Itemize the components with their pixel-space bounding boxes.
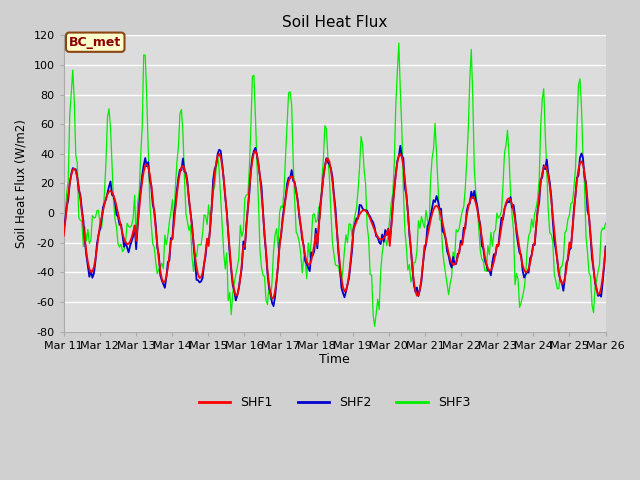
SHF3 bbox=[371, 324, 378, 329]
SHF2 bbox=[221, 194, 229, 200]
SHF3 bbox=[60, 205, 68, 211]
SHF3 bbox=[602, 220, 609, 226]
SHF1 bbox=[602, 245, 609, 251]
Line: SHF1: SHF1 bbox=[64, 151, 605, 299]
SHF2 bbox=[298, 236, 306, 242]
SHF2 bbox=[239, 239, 247, 244]
SHF2 bbox=[60, 226, 68, 232]
X-axis label: Time: Time bbox=[319, 353, 350, 366]
SHF2 bbox=[126, 243, 134, 249]
SHF1 bbox=[268, 296, 276, 301]
SHF3 bbox=[297, 251, 305, 256]
SHF1 bbox=[575, 167, 582, 172]
SHF1 bbox=[248, 157, 256, 163]
SHF1 bbox=[221, 192, 229, 198]
Y-axis label: Soil Heat Flux (W/m2): Soil Heat Flux (W/m2) bbox=[15, 119, 28, 248]
SHF1 bbox=[252, 148, 259, 154]
SHF3 bbox=[239, 228, 247, 234]
SHF3 bbox=[126, 224, 134, 230]
SHF2 bbox=[602, 244, 609, 250]
SHF1 bbox=[239, 243, 247, 249]
SHF2 bbox=[397, 143, 404, 149]
Title: Soil Heat Flux: Soil Heat Flux bbox=[282, 15, 387, 30]
SHF1 bbox=[300, 245, 308, 251]
SHF3 bbox=[248, 73, 256, 79]
SHF2 bbox=[575, 173, 582, 179]
SHF1 bbox=[126, 239, 134, 244]
SHF1 bbox=[60, 233, 68, 239]
SHF3 bbox=[395, 40, 403, 46]
Line: SHF3: SHF3 bbox=[64, 43, 605, 326]
Line: SHF2: SHF2 bbox=[64, 146, 605, 306]
Text: BC_met: BC_met bbox=[69, 36, 122, 48]
SHF2 bbox=[248, 154, 256, 160]
SHF2 bbox=[269, 303, 277, 309]
SHF3 bbox=[221, 266, 229, 272]
Legend: SHF1, SHF2, SHF3: SHF1, SHF2, SHF3 bbox=[194, 391, 475, 414]
SHF3 bbox=[575, 83, 582, 88]
